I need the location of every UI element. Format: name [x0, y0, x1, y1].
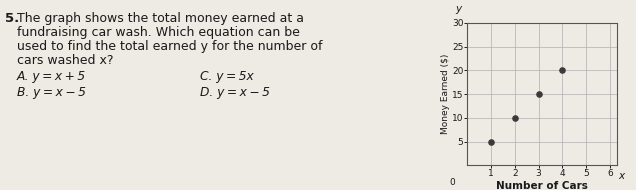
Text: cars washed x?: cars washed x? [17, 54, 113, 67]
Point [486, 140, 496, 143]
X-axis label: Number of Cars: Number of Cars [496, 181, 588, 190]
Text: 0: 0 [450, 178, 455, 187]
Point [510, 116, 520, 119]
Text: 5.: 5. [5, 12, 19, 25]
Text: D. y = x − 5: D. y = x − 5 [200, 86, 270, 99]
Text: A. y = x + 5: A. y = x + 5 [17, 70, 86, 83]
Text: x: x [618, 171, 625, 181]
Text: used to find the total earned y for the number of: used to find the total earned y for the … [17, 40, 322, 53]
Y-axis label: Money Earned ($): Money Earned ($) [441, 54, 450, 134]
Point [534, 93, 544, 96]
Text: y: y [455, 4, 462, 14]
Text: B. y = x − 5: B. y = x − 5 [17, 86, 86, 99]
Text: The graph shows the total money earned at a: The graph shows the total money earned a… [17, 12, 304, 25]
Point [557, 69, 567, 72]
Text: C. y = 5x: C. y = 5x [200, 70, 254, 83]
Text: fundraising car wash. Which equation can be: fundraising car wash. Which equation can… [17, 26, 300, 39]
